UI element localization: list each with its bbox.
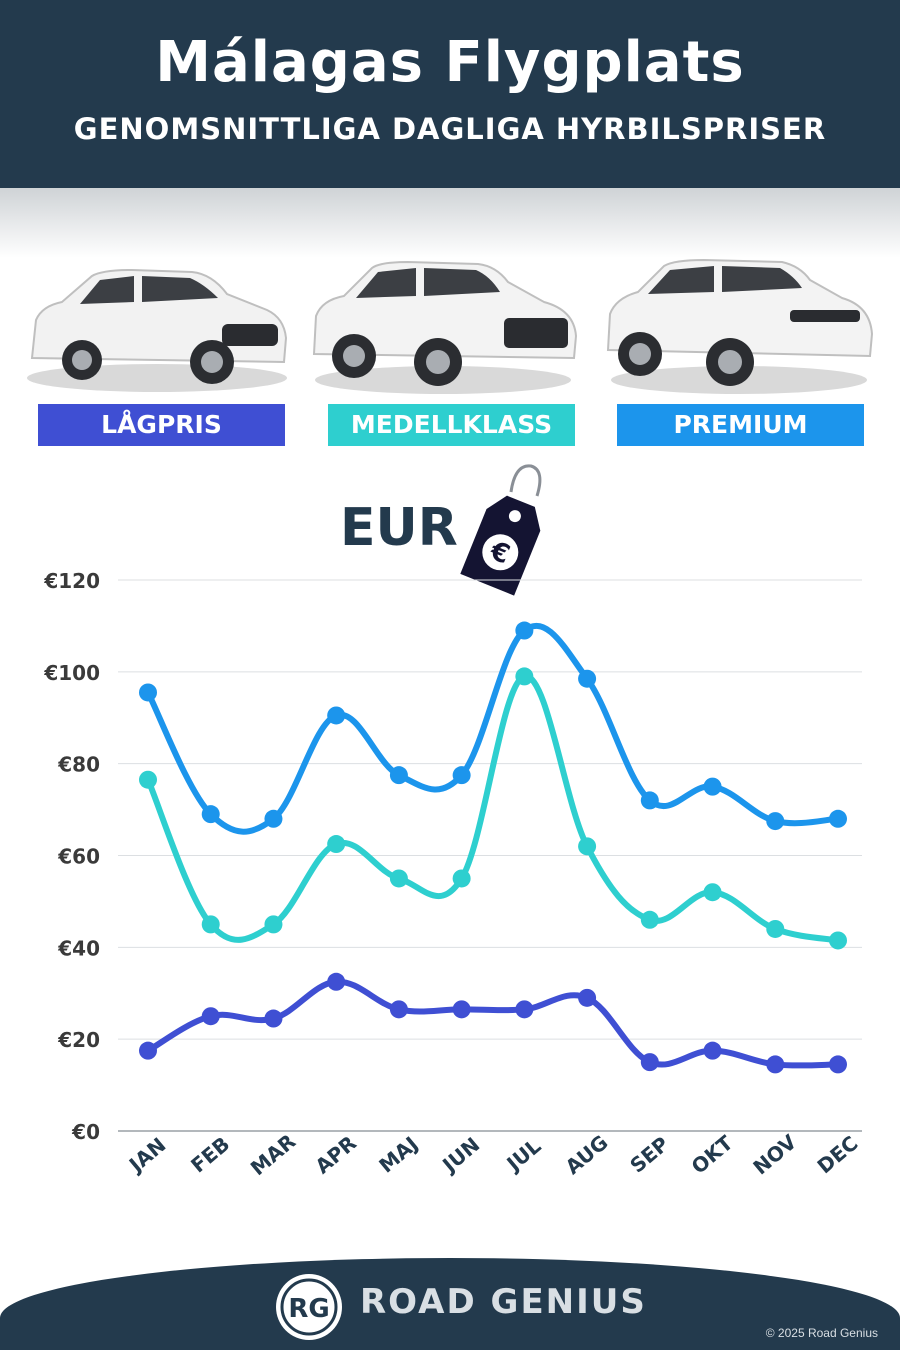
y-tick-label: €100 — [43, 661, 100, 685]
data-point — [201, 1007, 220, 1026]
x-tick-label: SEP — [625, 1132, 673, 1178]
x-tick-label: JUL — [501, 1134, 546, 1177]
data-point — [452, 1000, 471, 1019]
x-tick-label: JUN — [436, 1132, 484, 1178]
x-tick-label: NOV — [748, 1129, 801, 1179]
x-tick-label: OKT — [687, 1130, 738, 1178]
x-tick-label: JAN — [123, 1133, 170, 1178]
data-point — [264, 1009, 283, 1028]
category-badge-medellklass: MEDELLKLASS — [328, 404, 575, 446]
data-point — [703, 1041, 722, 1060]
road-genius-logo: RG — [276, 1274, 342, 1340]
x-tick-label: DEC — [813, 1131, 863, 1178]
data-point — [201, 805, 220, 824]
data-point — [327, 706, 346, 725]
x-tick-label: APR — [311, 1131, 361, 1179]
data-point — [264, 915, 283, 934]
logo-text: RG — [288, 1294, 329, 1324]
data-point — [578, 988, 597, 1007]
data-point — [766, 919, 785, 938]
data-point — [515, 667, 534, 686]
series-line-premium — [145, 622, 841, 835]
data-point — [640, 791, 659, 810]
category-badge-lagpris: LÅGPRIS — [38, 404, 285, 446]
data-point — [703, 883, 722, 902]
data-point — [264, 809, 283, 828]
data-point — [766, 1055, 785, 1074]
data-point — [139, 1041, 157, 1060]
data-point — [829, 931, 847, 950]
data-point — [703, 777, 722, 796]
data-point — [139, 770, 157, 789]
data-point — [452, 766, 471, 785]
currency-label: EUR — [340, 498, 458, 558]
data-point — [139, 683, 157, 702]
data-point — [578, 669, 597, 688]
data-point — [452, 869, 471, 888]
brand-name: ROAD GENIUS — [360, 1282, 647, 1322]
data-point — [327, 835, 346, 854]
x-tick-label: FEB — [186, 1132, 234, 1178]
data-point — [766, 812, 785, 831]
y-tick-label: €120 — [43, 569, 100, 593]
data-point — [327, 972, 346, 991]
y-tick-label: €20 — [57, 1028, 100, 1052]
data-point — [829, 1055, 847, 1074]
header-shadow — [0, 188, 900, 258]
data-point — [640, 1053, 659, 1072]
header-banner — [0, 0, 900, 188]
x-tick-label: MAR — [246, 1129, 300, 1180]
data-point — [578, 837, 597, 856]
data-point — [389, 869, 408, 888]
x-tick-label: AUG — [561, 1130, 613, 1179]
copyright-text: © 2025 Road Genius — [765, 1326, 878, 1340]
series-line-lågpris — [145, 978, 841, 1069]
price-line-chart: €0 €20 €40 €60 €80 €100 €120 JAN FEB MAR APR MAJ JUN… — [43, 569, 863, 1180]
data-point — [515, 1000, 534, 1019]
suv-car-image — [312, 260, 578, 394]
price-tag-icon: € — [460, 464, 542, 596]
data-point — [201, 915, 220, 934]
y-tick-label: €40 — [57, 936, 100, 960]
data-point — [640, 910, 659, 929]
page-title: Málagas Flygplats — [155, 30, 745, 95]
y-tick-label: €60 — [57, 845, 100, 869]
category-badge-premium: PREMIUM — [617, 404, 864, 446]
hatchback-car-image — [27, 268, 288, 392]
footer-bar — [0, 1258, 900, 1350]
series-line-medellklass — [145, 673, 841, 944]
premium-suv-car-image — [606, 258, 874, 394]
y-tick-label: €80 — [57, 753, 100, 777]
page-subtitle: GENOMSNITTLIGA DAGLIGA HYRBILSPRISER — [73, 112, 827, 146]
y-tick-label: €0 — [71, 1120, 100, 1144]
data-point — [515, 621, 534, 640]
data-point — [829, 809, 847, 828]
data-point — [389, 766, 408, 785]
x-tick-label: MAJ — [374, 1132, 422, 1178]
data-point — [389, 1000, 408, 1019]
